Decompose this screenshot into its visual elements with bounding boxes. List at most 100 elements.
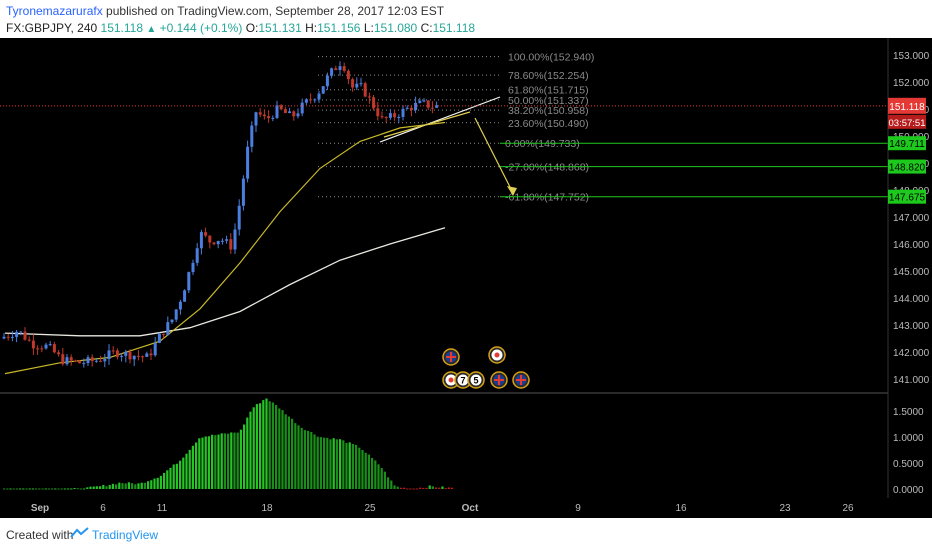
- candle-body: [275, 105, 279, 118]
- japan-flag-icon[interactable]: [488, 346, 506, 364]
- histogram-bar: [239, 429, 242, 489]
- support-line[interactable]: [383, 111, 471, 138]
- slow-moving-average: [4, 227, 446, 337]
- histogram-bar: [227, 433, 230, 489]
- candle-body: [313, 99, 317, 101]
- histogram-bar: [6, 488, 9, 490]
- candle-body: [409, 107, 413, 111]
- histogram-bar: [233, 432, 236, 489]
- histogram-bar: [105, 486, 108, 489]
- open-value: 151.131: [258, 21, 302, 35]
- price-tick-label: 141.000: [893, 375, 930, 386]
- histogram-bar: [345, 442, 348, 489]
- event-badge[interactable]: 5: [467, 371, 485, 389]
- candle-body: [36, 348, 40, 350]
- candle-body: [304, 99, 308, 103]
- time-tick-label: Sep: [31, 503, 49, 514]
- candle-body: [246, 146, 250, 179]
- histogram-bar: [323, 437, 326, 489]
- last-price-tag-text: 151.118: [889, 102, 925, 113]
- symbol-label[interactable]: FX:GBPJPY, 240: [6, 21, 98, 35]
- histogram-bar: [281, 410, 284, 489]
- low-value: 151.080: [373, 21, 418, 35]
- price-tick-label: 152.000: [893, 78, 930, 89]
- histogram-bar: [3, 488, 6, 490]
- histogram-bar: [319, 437, 322, 489]
- fibonacci-extension[interactable]: 100.00%(152.940) 78.60%(152.254) 61.80%(15…: [318, 52, 888, 204]
- candle-body: [376, 108, 380, 117]
- histogram-bar: [428, 485, 431, 489]
- price-tags: 149.711 148.820 147.675 151.118 03:57:51: [888, 97, 926, 204]
- histogram-bar: [28, 488, 31, 490]
- time-axis[interactable]: Sep 6 11 18 25 Oct 9 16 23 26: [31, 503, 854, 514]
- histogram-bar: [307, 430, 310, 489]
- histogram-bar: [403, 487, 406, 489]
- projection-arrow-line[interactable]: [474, 117, 514, 194]
- drawings[interactable]: [379, 96, 517, 196]
- trend-line[interactable]: [379, 96, 501, 143]
- candle-body: [220, 240, 224, 242]
- histogram-bar: [355, 444, 358, 489]
- candle-body: [141, 356, 145, 358]
- candle-body: [254, 112, 258, 126]
- histogram-bar: [294, 423, 297, 489]
- candle-body: [384, 117, 388, 119]
- japan-flag-icon[interactable]: [442, 371, 460, 389]
- candle-body: [19, 331, 23, 333]
- candle-body: [103, 359, 107, 362]
- high-value: 151.156: [317, 21, 361, 35]
- oscillator-tick-label: 0.0000: [893, 485, 924, 496]
- histogram-bar: [214, 435, 217, 489]
- histogram-bar: [310, 431, 313, 489]
- histogram-bar: [377, 464, 380, 489]
- histogram-bar: [278, 408, 281, 489]
- chart-canvas[interactable]: 100.00%(152.940) 78.60%(152.254) 61.80%(15…: [0, 38, 932, 518]
- candle-body: [124, 351, 128, 356]
- histogram-bar: [342, 440, 345, 489]
- histogram-bar: [191, 445, 194, 489]
- histogram-bar: [143, 482, 146, 489]
- uk-flag-icon[interactable]: [490, 371, 508, 389]
- tradingview-link[interactable]: TradingView: [92, 528, 159, 542]
- histogram-bar: [249, 411, 252, 489]
- histogram-bar: [265, 398, 268, 489]
- author-link[interactable]: Tyronemazarurafx: [6, 4, 103, 18]
- fib-level-label: -27.00%(148.868): [505, 162, 589, 174]
- histogram-bar: [12, 488, 15, 490]
- histogram-bar: [211, 434, 214, 489]
- event-count: 5: [473, 376, 478, 386]
- histogram-bar: [367, 454, 370, 489]
- candle-body: [330, 68, 334, 76]
- candle-body: [225, 239, 229, 241]
- time-tick-label: 25: [364, 503, 376, 514]
- fib-level-label: 50.00%(151.337): [508, 95, 589, 107]
- candle-body: [94, 360, 98, 362]
- histogram-bar: [419, 487, 422, 489]
- tradingview-logo-icon[interactable]: [70, 526, 90, 540]
- histogram-bar: [396, 486, 399, 489]
- uk-flag-icon[interactable]: [512, 371, 530, 389]
- histogram-bar: [207, 436, 210, 489]
- candle-body: [199, 232, 203, 249]
- histogram-bar: [25, 488, 28, 490]
- time-tick-label: 16: [675, 503, 687, 514]
- histogram-bar: [435, 487, 438, 489]
- histogram-bar: [409, 488, 412, 490]
- candle-body: [283, 109, 287, 114]
- histogram-bar: [57, 488, 60, 490]
- uk-flag-icon[interactable]: [442, 348, 460, 366]
- candle-body: [204, 232, 208, 236]
- histogram-bar: [47, 488, 50, 490]
- candle-body: [157, 333, 161, 343]
- histogram-bar: [188, 449, 191, 489]
- oscillator-axis[interactable]: 1.5000 1.0000 0.5000 0.0000: [893, 407, 924, 496]
- candle-body: [86, 357, 90, 364]
- histogram-bar: [73, 488, 76, 490]
- candle-body: [90, 357, 94, 362]
- candle-body: [40, 348, 44, 350]
- price-tick-label: 147.000: [893, 213, 930, 224]
- histogram-bar: [124, 483, 127, 489]
- histogram-bar: [259, 403, 262, 489]
- histogram-bar: [118, 482, 121, 489]
